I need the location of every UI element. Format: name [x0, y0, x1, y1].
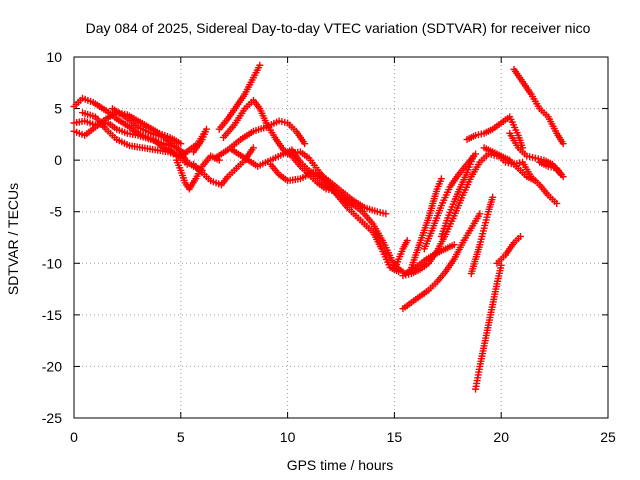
data-point-marker: [256, 61, 264, 69]
data-point-marker: [497, 261, 505, 269]
y-tick-label: -5: [50, 204, 63, 220]
data-point-marker: [190, 148, 198, 156]
data-point-marker: [249, 144, 257, 152]
x-tick-label: 15: [387, 429, 403, 445]
y-tick-label: -20: [42, 358, 62, 374]
y-tick-label: 5: [54, 101, 62, 117]
data-point-marker: [301, 140, 309, 148]
x-tick-label: 10: [280, 429, 296, 445]
chart-title: Day 084 of 2025, Sidereal Day-to-day VTE…: [86, 20, 591, 36]
axis-ticks: [73, 56, 609, 419]
series-track-30: [536, 158, 567, 181]
series-track-11: [220, 96, 339, 195]
data-point-marker: [553, 199, 561, 207]
x-tick-label: 5: [177, 429, 185, 445]
series-track-29: [510, 65, 567, 148]
series-track-21: [437, 152, 477, 240]
y-tick-label: 0: [54, 152, 62, 168]
data-point-marker: [382, 210, 390, 218]
data-point-marker: [450, 241, 458, 249]
y-tick-label: 10: [46, 49, 62, 65]
series-track-25: [493, 232, 524, 267]
gridlines: [74, 57, 608, 418]
series-track-24: [472, 261, 505, 393]
data-point-marker: [469, 152, 477, 160]
data-point-marker: [559, 140, 567, 148]
x-tick-label: 0: [70, 429, 78, 445]
y-tick-label: -10: [42, 255, 62, 271]
y-axis-label: SDTVAR / TECUs: [5, 183, 21, 295]
data-point-marker: [489, 193, 497, 201]
data-point-marker: [403, 237, 411, 245]
series-track-15: [318, 173, 403, 276]
series-track-27: [493, 150, 561, 207]
x-tick-label: 25: [600, 429, 616, 445]
y-tick-label: -25: [42, 410, 62, 426]
data-point-marker: [395, 268, 403, 276]
y-tick-label: -15: [42, 307, 62, 323]
x-axis-tick-labels: 0 5 10 15 20 25: [70, 429, 616, 445]
series-track-16: [390, 237, 411, 273]
x-tick-label: 20: [493, 429, 509, 445]
data-point-marker: [437, 175, 445, 183]
plot-frame: [73, 56, 609, 419]
x-axis-label: GPS time / hours: [287, 457, 394, 473]
data-point-marker: [559, 173, 567, 181]
series-track-10: [215, 61, 264, 133]
data-point-marker: [177, 140, 185, 148]
series-track-23: [467, 193, 497, 278]
data-point-marker: [476, 210, 484, 218]
series-track-18: [399, 210, 484, 313]
y-axis-tick-labels: -25 -20 -15 -10 -5 0 5 10: [42, 49, 62, 426]
data-marks: [70, 61, 567, 393]
series-track-07: [177, 125, 210, 160]
series-track-22: [463, 113, 527, 152]
series-track-19: [407, 175, 445, 271]
data-point-marker: [516, 232, 524, 240]
